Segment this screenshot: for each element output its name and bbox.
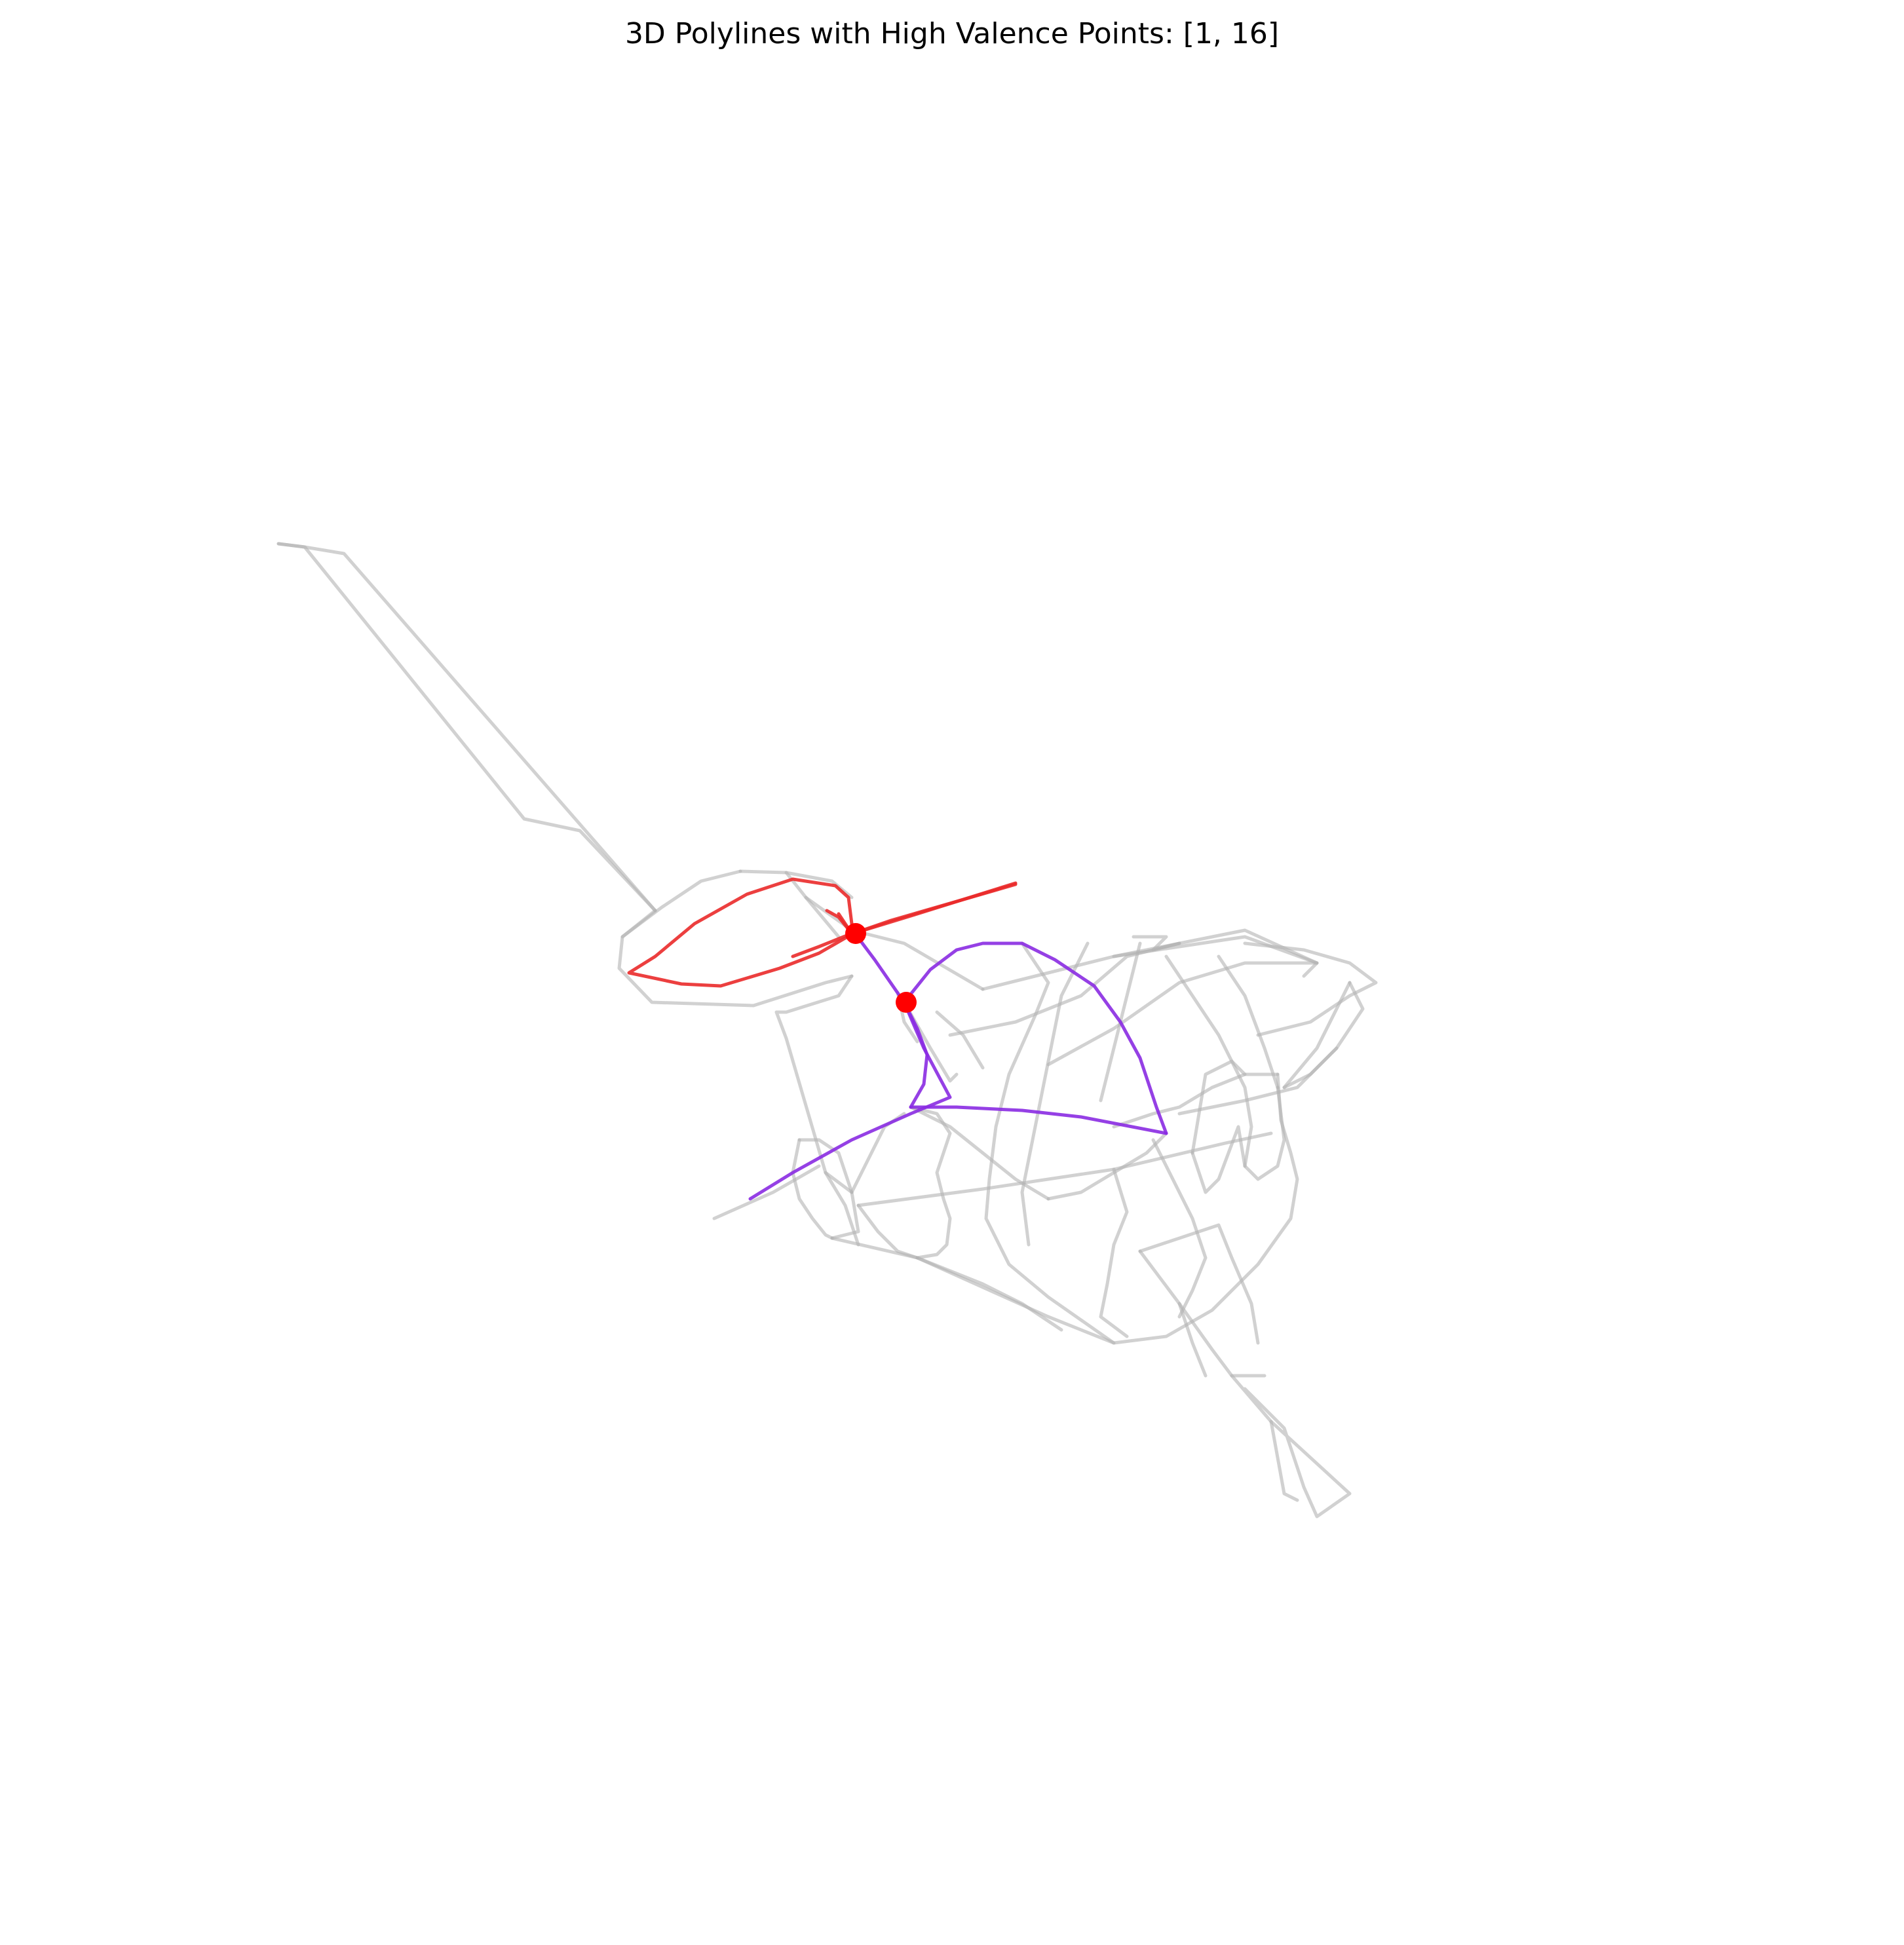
high-valence-point (845, 923, 866, 944)
wireframe-polyline (1190, 1059, 1247, 1155)
wireframe-polyline (712, 1164, 821, 1220)
wireframe-polyline (1269, 1420, 1299, 1502)
high-valence-point (896, 992, 917, 1013)
wireframe-polyline (981, 935, 1319, 991)
red-polyline (851, 882, 1018, 935)
wireframe-polyline (1099, 1167, 1129, 1338)
wireframe-polyline (1046, 1131, 1168, 1201)
wireframe-polyline (804, 896, 985, 991)
wireframe-polyline (1046, 961, 1319, 1067)
wireframe-polyline (909, 1105, 952, 1260)
wireframe-polyline (738, 869, 854, 899)
wireframe-polyline (1177, 1302, 1208, 1378)
wireframe-polyline (276, 542, 657, 913)
wireframe-polyline (1282, 981, 1352, 1089)
red-polyline (791, 932, 854, 958)
wireframe-polyline (1020, 941, 1090, 1247)
wireframe-polyline (824, 1171, 860, 1247)
purple-polyline (902, 941, 1168, 1135)
wireframe-polyline (1151, 1138, 1208, 1319)
wireframe-polyline (948, 941, 1181, 1037)
wireframe-polyline (791, 1138, 834, 1240)
wireframe-polyline (850, 1112, 906, 1194)
wireframe-polyline (620, 869, 742, 939)
wireframe-polyline (1190, 1086, 1286, 1194)
wireframe-polyline (915, 1256, 1063, 1332)
wireframe-polyline (1138, 1249, 1266, 1378)
wireframe-polyline (1138, 1223, 1260, 1345)
wireframe-polyline (909, 1105, 1050, 1201)
wireframe-polyline (276, 542, 657, 913)
wireframe-polyline (1282, 981, 1365, 1089)
wireframe-polyline (1112, 1072, 1280, 1129)
purple-polyline (853, 932, 906, 1004)
purple-highlight-polylines (748, 932, 1168, 1201)
wireframe-polyline (797, 1138, 860, 1240)
wireframe-polyline (1243, 941, 1378, 1037)
wireframe-polyline (935, 1010, 985, 1070)
red-polyline (627, 877, 855, 988)
purple-polyline (909, 1105, 1168, 1135)
gray-wireframe-polylines (276, 542, 1378, 1519)
wireframe-polyline (1132, 935, 1181, 952)
figure-title: 3D Polylines with High Valence Points: [… (625, 17, 1279, 50)
high-valence-points (845, 923, 917, 1013)
wireframe-polyline (1217, 954, 1280, 1089)
purple-polyline (902, 1000, 929, 1109)
wireframe-polyline (902, 1000, 959, 1083)
red-highlight-polylines (627, 877, 1018, 988)
wireframe-polyline (984, 941, 1116, 1345)
